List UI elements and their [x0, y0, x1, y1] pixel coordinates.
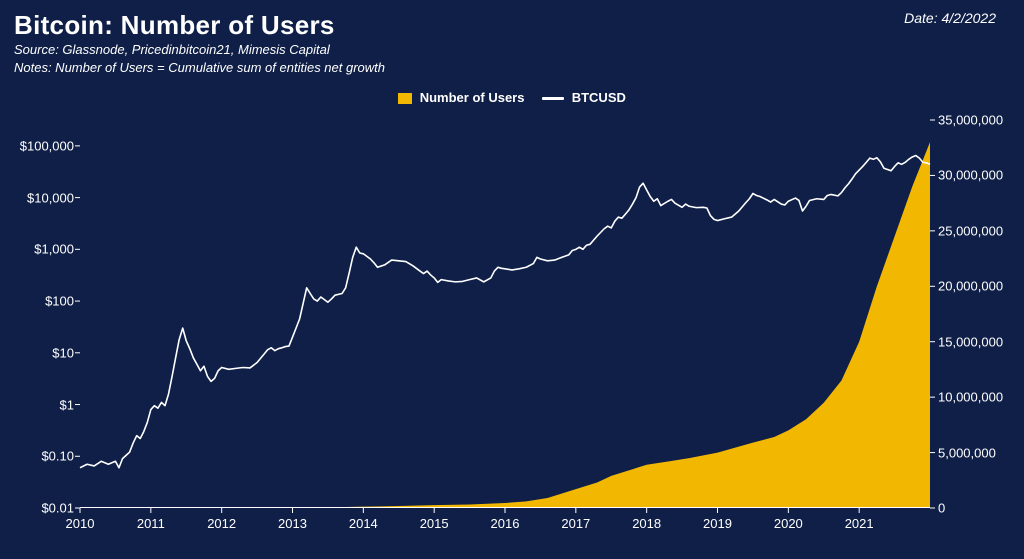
- x-tick: 2014: [349, 516, 378, 531]
- chart-date: Date: 4/2/2022: [904, 10, 996, 26]
- x-tick: 2020: [774, 516, 803, 531]
- x-tick: 2019: [703, 516, 732, 531]
- chart-title: Bitcoin: Number of Users: [14, 10, 385, 41]
- legend-swatch-area: [398, 93, 412, 104]
- chart-source: Source: Glassnode, Pricedinbitcoin21, Mi…: [14, 41, 385, 59]
- x-tick: 2017: [561, 516, 590, 531]
- y-right-tick: 20,000,000: [938, 279, 1003, 294]
- legend-swatch-line: [542, 97, 564, 100]
- chart-header: Bitcoin: Number of Users Source: Glassno…: [14, 10, 385, 76]
- y-right-tick: 5,000,000: [938, 445, 996, 460]
- y-left-tick: $1,000: [34, 242, 74, 257]
- y-left-tick: $100: [45, 294, 74, 309]
- legend-label-line: BTCUSD: [572, 90, 626, 105]
- x-tick: 2011: [137, 516, 165, 531]
- x-tick: 2010: [66, 516, 95, 531]
- y-left-tick: $1: [60, 397, 74, 412]
- series-users-area: [80, 142, 930, 508]
- x-tick: 2018: [632, 516, 661, 531]
- y-left-tick: $10: [52, 345, 74, 360]
- chart-container: Bitcoin: Number of Users Source: Glassno…: [0, 0, 1024, 559]
- y-right-tick: 10,000,000: [938, 390, 1003, 405]
- x-tick: 2021: [845, 516, 874, 531]
- x-tick: 2016: [491, 516, 520, 531]
- y-left-tick: $0.10: [41, 449, 74, 464]
- series-btcusd-line: [80, 156, 930, 468]
- chart-svg: [80, 120, 930, 508]
- y-right-tick: 15,000,000: [938, 334, 1003, 349]
- y-right-tick: 25,000,000: [938, 223, 1003, 238]
- x-tick: 2013: [278, 516, 307, 531]
- legend-label-area: Number of Users: [420, 90, 525, 105]
- x-tick: 2012: [207, 516, 236, 531]
- x-tick: 2015: [420, 516, 449, 531]
- y-right-tick: 30,000,000: [938, 168, 1003, 183]
- chart-legend: Number of Users BTCUSD: [0, 90, 1024, 105]
- y-right-tick: 0: [938, 501, 945, 516]
- y-left-tick: $100,000: [20, 138, 74, 153]
- plot-area: [80, 120, 930, 508]
- x-axis-line: [80, 507, 930, 508]
- chart-notes: Notes: Number of Users = Cumulative sum …: [14, 59, 385, 77]
- y-left-tick: $10,000: [27, 190, 74, 205]
- y-left-tick: $0.01: [41, 501, 74, 516]
- y-right-tick: 35,000,000: [938, 113, 1003, 128]
